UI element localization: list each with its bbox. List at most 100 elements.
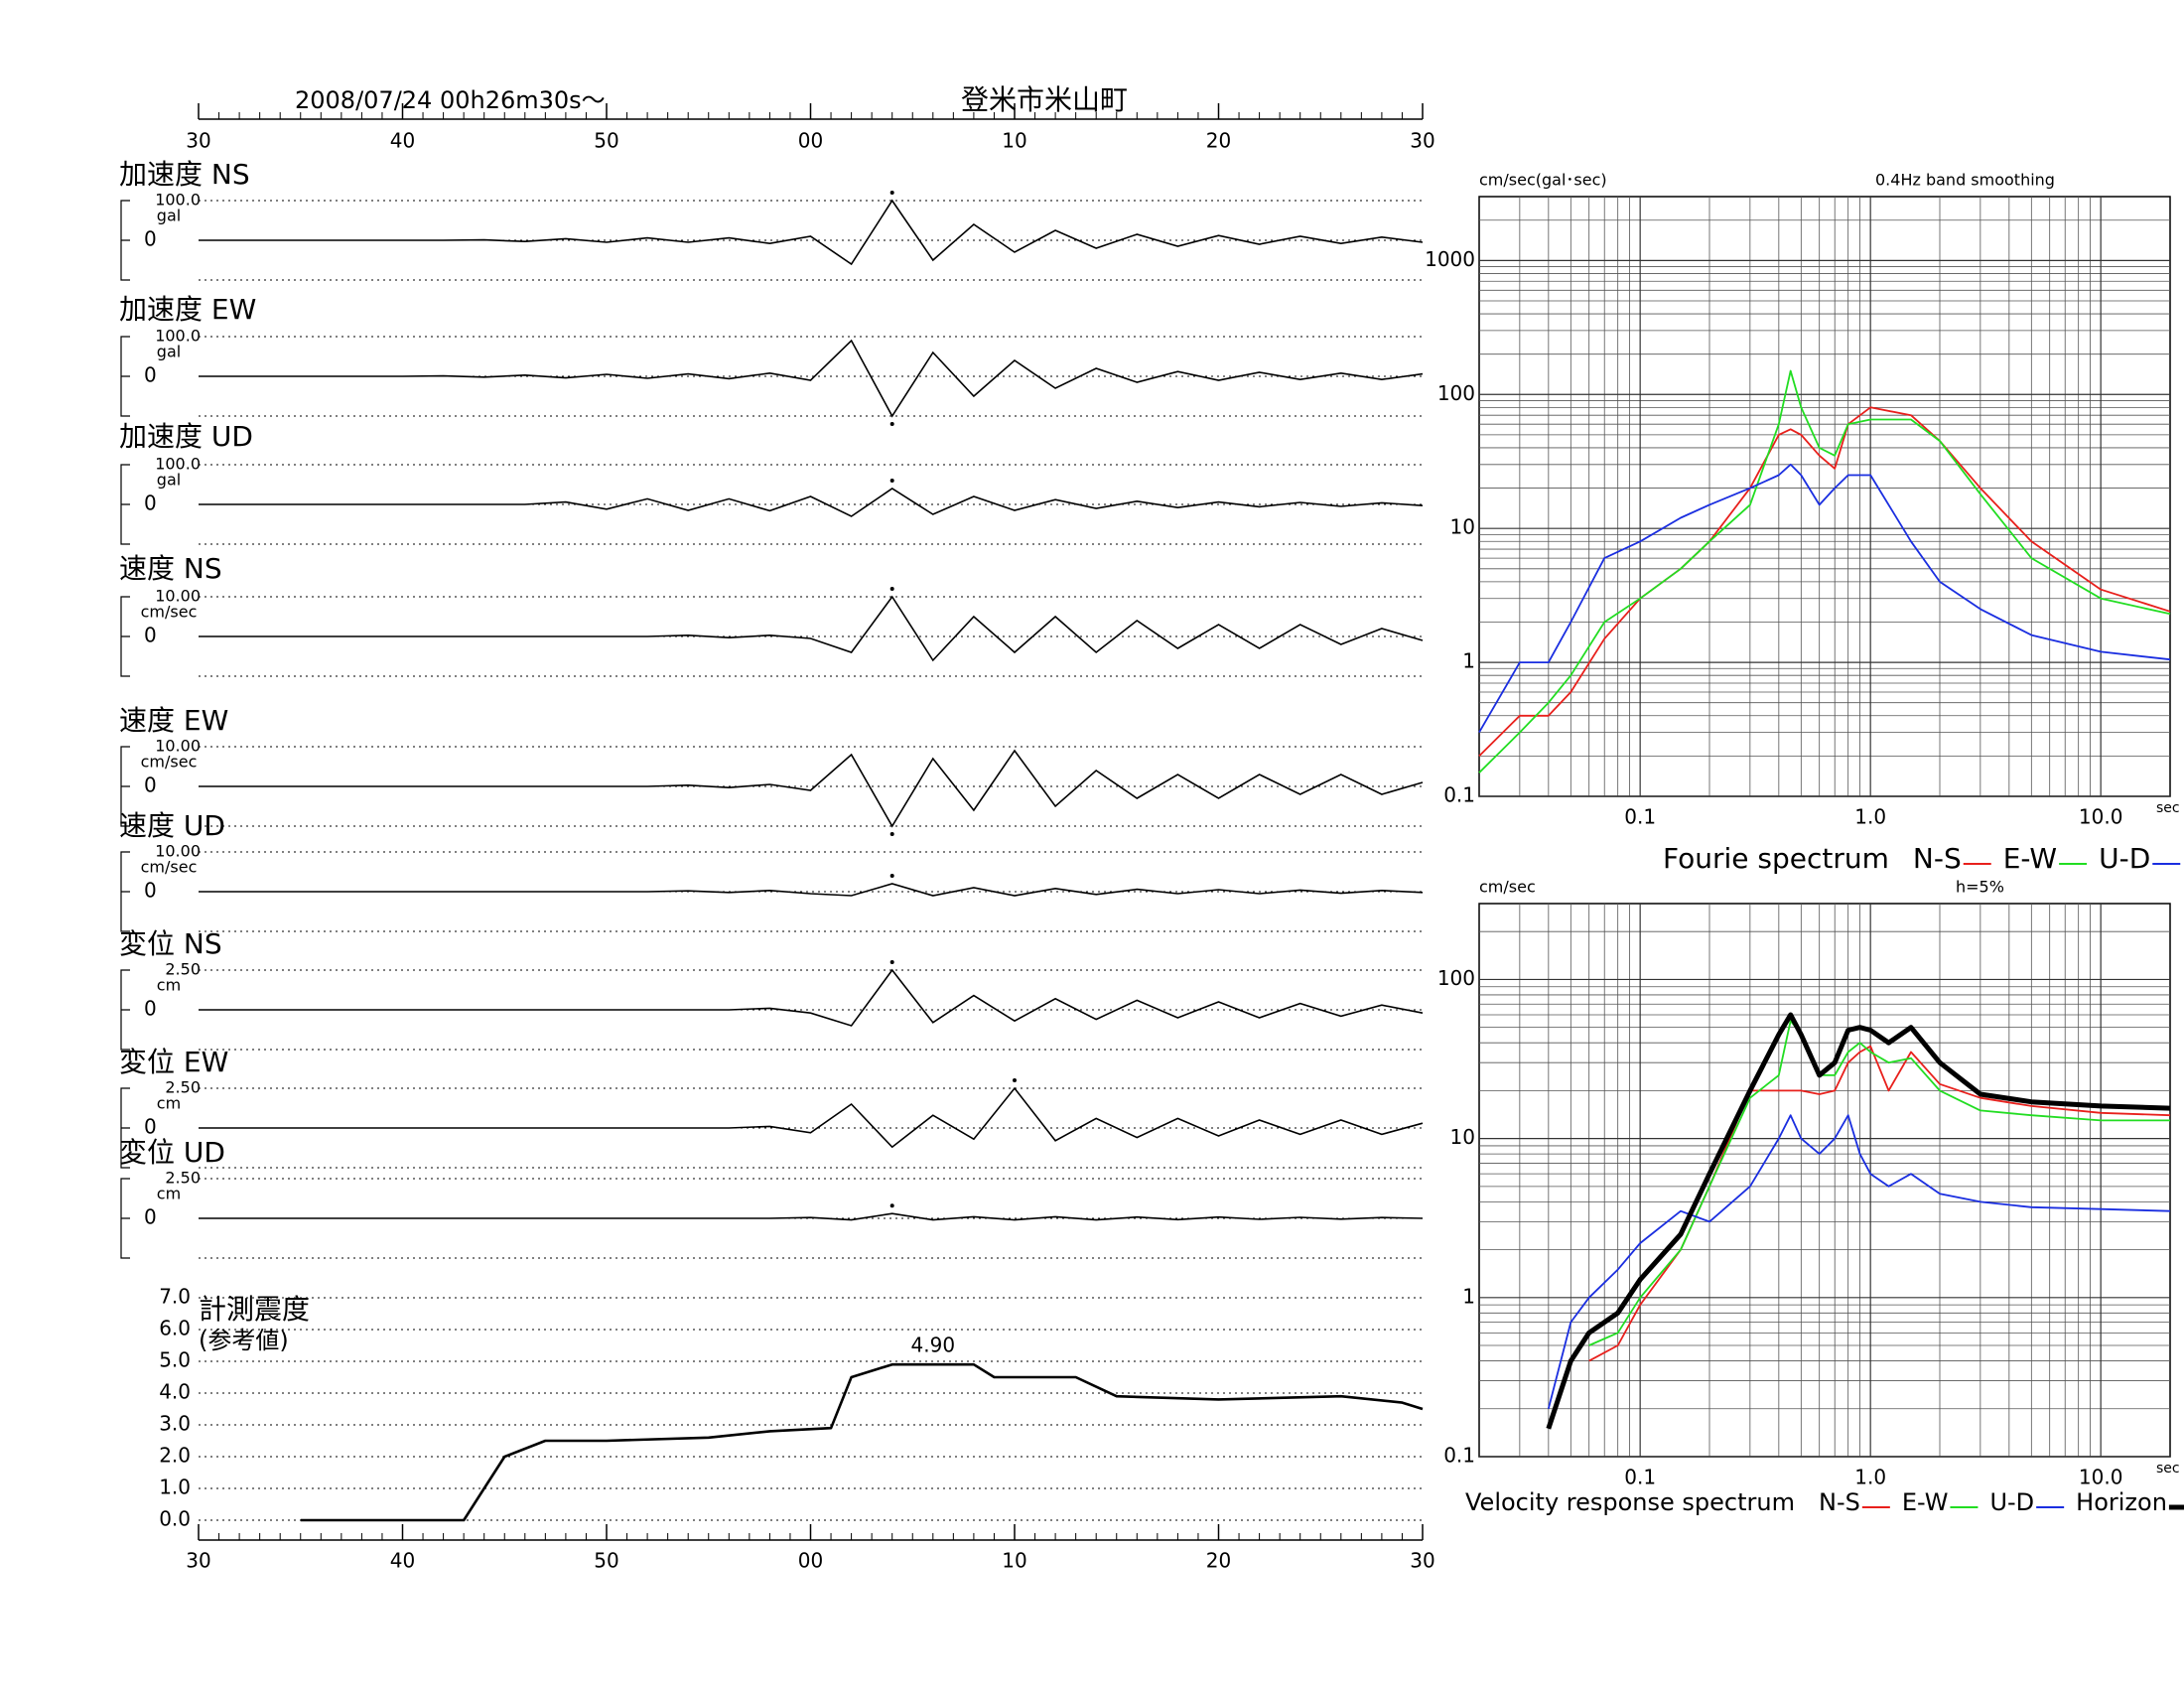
- location: 登米市米山町: [961, 83, 1128, 116]
- legend-label: U-D: [1989, 1488, 2034, 1516]
- y-tick-label: 6.0: [159, 1317, 191, 1340]
- x-tick-label: 1.0: [1854, 805, 1886, 829]
- y-tick-label: 100: [1437, 381, 1475, 405]
- y-tick-label: 0: [144, 363, 157, 387]
- chart-title: 計測震度: [199, 1293, 310, 1326]
- peak-dot: [1013, 1078, 1017, 1082]
- legend-label: N-S: [1913, 842, 1962, 875]
- y-tick-label: 10: [1450, 1125, 1475, 1149]
- x-unit: sec: [2156, 1461, 2180, 1477]
- waveform: [199, 749, 1424, 828]
- x-tick-label: 20: [1206, 1549, 1231, 1573]
- y-tick-label: 0.0: [159, 1507, 191, 1531]
- legend-label: U-D: [2099, 842, 2150, 875]
- unit-label: cm/sec: [141, 603, 198, 622]
- x-unit: sec: [2156, 800, 2180, 816]
- series-line: [1547, 1114, 2171, 1410]
- waveform: [199, 199, 1424, 266]
- note: h=5%: [1956, 878, 2004, 897]
- trace-title: 変位 NS: [119, 927, 222, 960]
- x-tick-label: 50: [594, 1549, 618, 1573]
- trace-title: 加速度 EW: [119, 293, 256, 326]
- y-tick-label: 0.1: [1443, 783, 1475, 807]
- x-tick-label: 10: [1002, 129, 1026, 153]
- x-tick-label: 50: [594, 129, 618, 153]
- plot-frame: [1478, 196, 2171, 797]
- unit-label: cm: [157, 1094, 181, 1113]
- date: 2008/07/24 00h26m30s〜: [295, 86, 606, 114]
- trace-title: 速度 EW: [119, 704, 228, 737]
- y-tick-label: 7.0: [159, 1285, 191, 1309]
- trace-title: 変位 UD: [119, 1136, 225, 1169]
- legend-label: Horizon: [2076, 1488, 2167, 1516]
- y-tick-label: 100.0: [155, 455, 201, 474]
- series-line: [300, 1362, 1424, 1522]
- unit-label: gal: [157, 207, 181, 225]
- y-tick-label: 1.0: [159, 1476, 191, 1499]
- peak-dot: [889, 832, 894, 836]
- x-tick-label: 30: [186, 129, 210, 153]
- y-tick-label: 0: [144, 879, 157, 903]
- bracket: [120, 464, 130, 545]
- x-tick-label: 20: [1206, 129, 1231, 153]
- y-tick-label: 3.0: [159, 1412, 191, 1436]
- y-tick-label: 1: [1462, 649, 1475, 673]
- x-tick-label: 10.0: [2079, 805, 2123, 829]
- y-tick-label: 2.0: [159, 1444, 191, 1468]
- peak-dot: [889, 1203, 894, 1208]
- bracket: [120, 969, 130, 1051]
- waveform: [199, 339, 1424, 418]
- y-tick-label: 0: [144, 227, 157, 251]
- waveform: [199, 1086, 1424, 1149]
- chart-subtitle: (参考値): [199, 1327, 289, 1354]
- waveform: [199, 1212, 1424, 1221]
- bracket: [120, 851, 130, 932]
- x-tick-label: 1.0: [1854, 1466, 1886, 1489]
- y-tick-label: 100: [1437, 966, 1475, 990]
- unit-label: cm: [157, 976, 181, 995]
- y-tick-label: 0: [144, 1205, 157, 1229]
- legend-title: Velocity response spectrum: [1465, 1488, 1795, 1516]
- y-tick-label: 0: [144, 997, 157, 1021]
- waveform: [199, 968, 1424, 1027]
- bracket: [120, 1178, 130, 1259]
- series-line: [1588, 1020, 2170, 1346]
- y-tick-label: 2.50: [165, 1078, 201, 1097]
- y-tick-label: 5.0: [159, 1348, 191, 1372]
- x-tick-label: 0.1: [1624, 1466, 1656, 1489]
- y-unit: cm/sec(gal･sec): [1479, 171, 1607, 190]
- x-tick-label: 40: [390, 1549, 415, 1573]
- trace-title: 加速度 NS: [119, 158, 250, 191]
- y-tick-label: 1: [1462, 1284, 1475, 1308]
- x-tick-label: 00: [798, 129, 823, 153]
- x-tick-label: 00: [798, 1549, 823, 1573]
- x-tick-label: 10: [1002, 1549, 1026, 1573]
- bracket: [120, 200, 130, 281]
- x-tick-label: 40: [390, 129, 415, 153]
- y-tick-label: 2.50: [165, 960, 201, 979]
- y-tick-label: 2.50: [165, 1169, 201, 1188]
- legend-label: E-W: [2003, 842, 2057, 875]
- bracket: [120, 596, 130, 677]
- unit-label: cm/sec: [141, 753, 198, 772]
- series-line: [1478, 463, 2171, 734]
- y-tick-label: 0.1: [1443, 1444, 1475, 1468]
- y-tick-label: 10.00: [155, 842, 201, 861]
- y-tick-label: 0: [144, 774, 157, 797]
- peak-dot: [889, 191, 894, 195]
- series-line: [1478, 369, 2171, 774]
- y-tick-label: 100.0: [155, 191, 201, 210]
- legend-label: N-S: [1819, 1488, 1860, 1516]
- trace-title: 速度 UD: [119, 809, 225, 842]
- x-tick-label: 10.0: [2079, 1466, 2123, 1489]
- y-tick-label: 0: [144, 1115, 157, 1139]
- y-tick-label: 0: [144, 492, 157, 515]
- peak-dot: [889, 479, 894, 483]
- x-tick-label: 30: [1410, 1549, 1434, 1573]
- x-tick-label: 30: [186, 1549, 210, 1573]
- peak-dot: [889, 874, 894, 878]
- series-line: [1478, 406, 2171, 758]
- y-tick-label: 10: [1450, 515, 1475, 539]
